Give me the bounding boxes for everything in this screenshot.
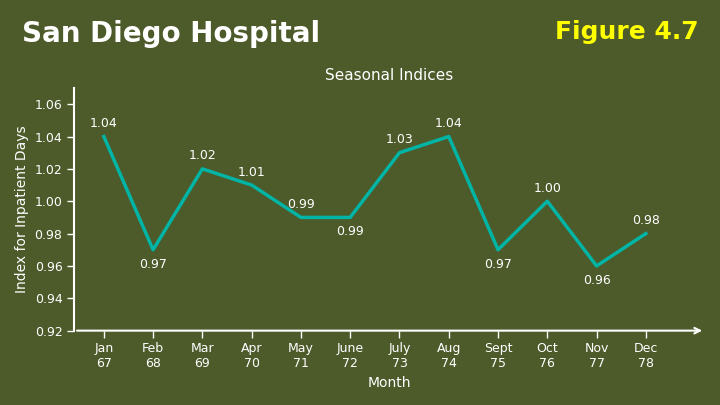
Text: 0.99: 0.99 <box>336 226 364 239</box>
Text: San Diego Hospital: San Diego Hospital <box>22 20 320 48</box>
Text: 0.96: 0.96 <box>582 274 611 287</box>
Text: 1.02: 1.02 <box>189 149 216 162</box>
Text: Figure 4.7: Figure 4.7 <box>555 20 698 44</box>
X-axis label: Month: Month <box>368 376 411 390</box>
Text: 0.97: 0.97 <box>139 258 167 271</box>
Text: 1.03: 1.03 <box>386 133 413 146</box>
Text: 1.04: 1.04 <box>435 117 463 130</box>
Y-axis label: Index for Inpatient Days: Index for Inpatient Days <box>15 126 29 293</box>
Text: 0.98: 0.98 <box>632 214 660 227</box>
Text: 1.04: 1.04 <box>90 117 117 130</box>
Title: Seasonal Indices: Seasonal Indices <box>325 68 454 83</box>
Text: 1.01: 1.01 <box>238 166 266 179</box>
Text: 0.99: 0.99 <box>287 198 315 211</box>
Text: 0.97: 0.97 <box>484 258 512 271</box>
Text: 1.00: 1.00 <box>534 182 562 195</box>
